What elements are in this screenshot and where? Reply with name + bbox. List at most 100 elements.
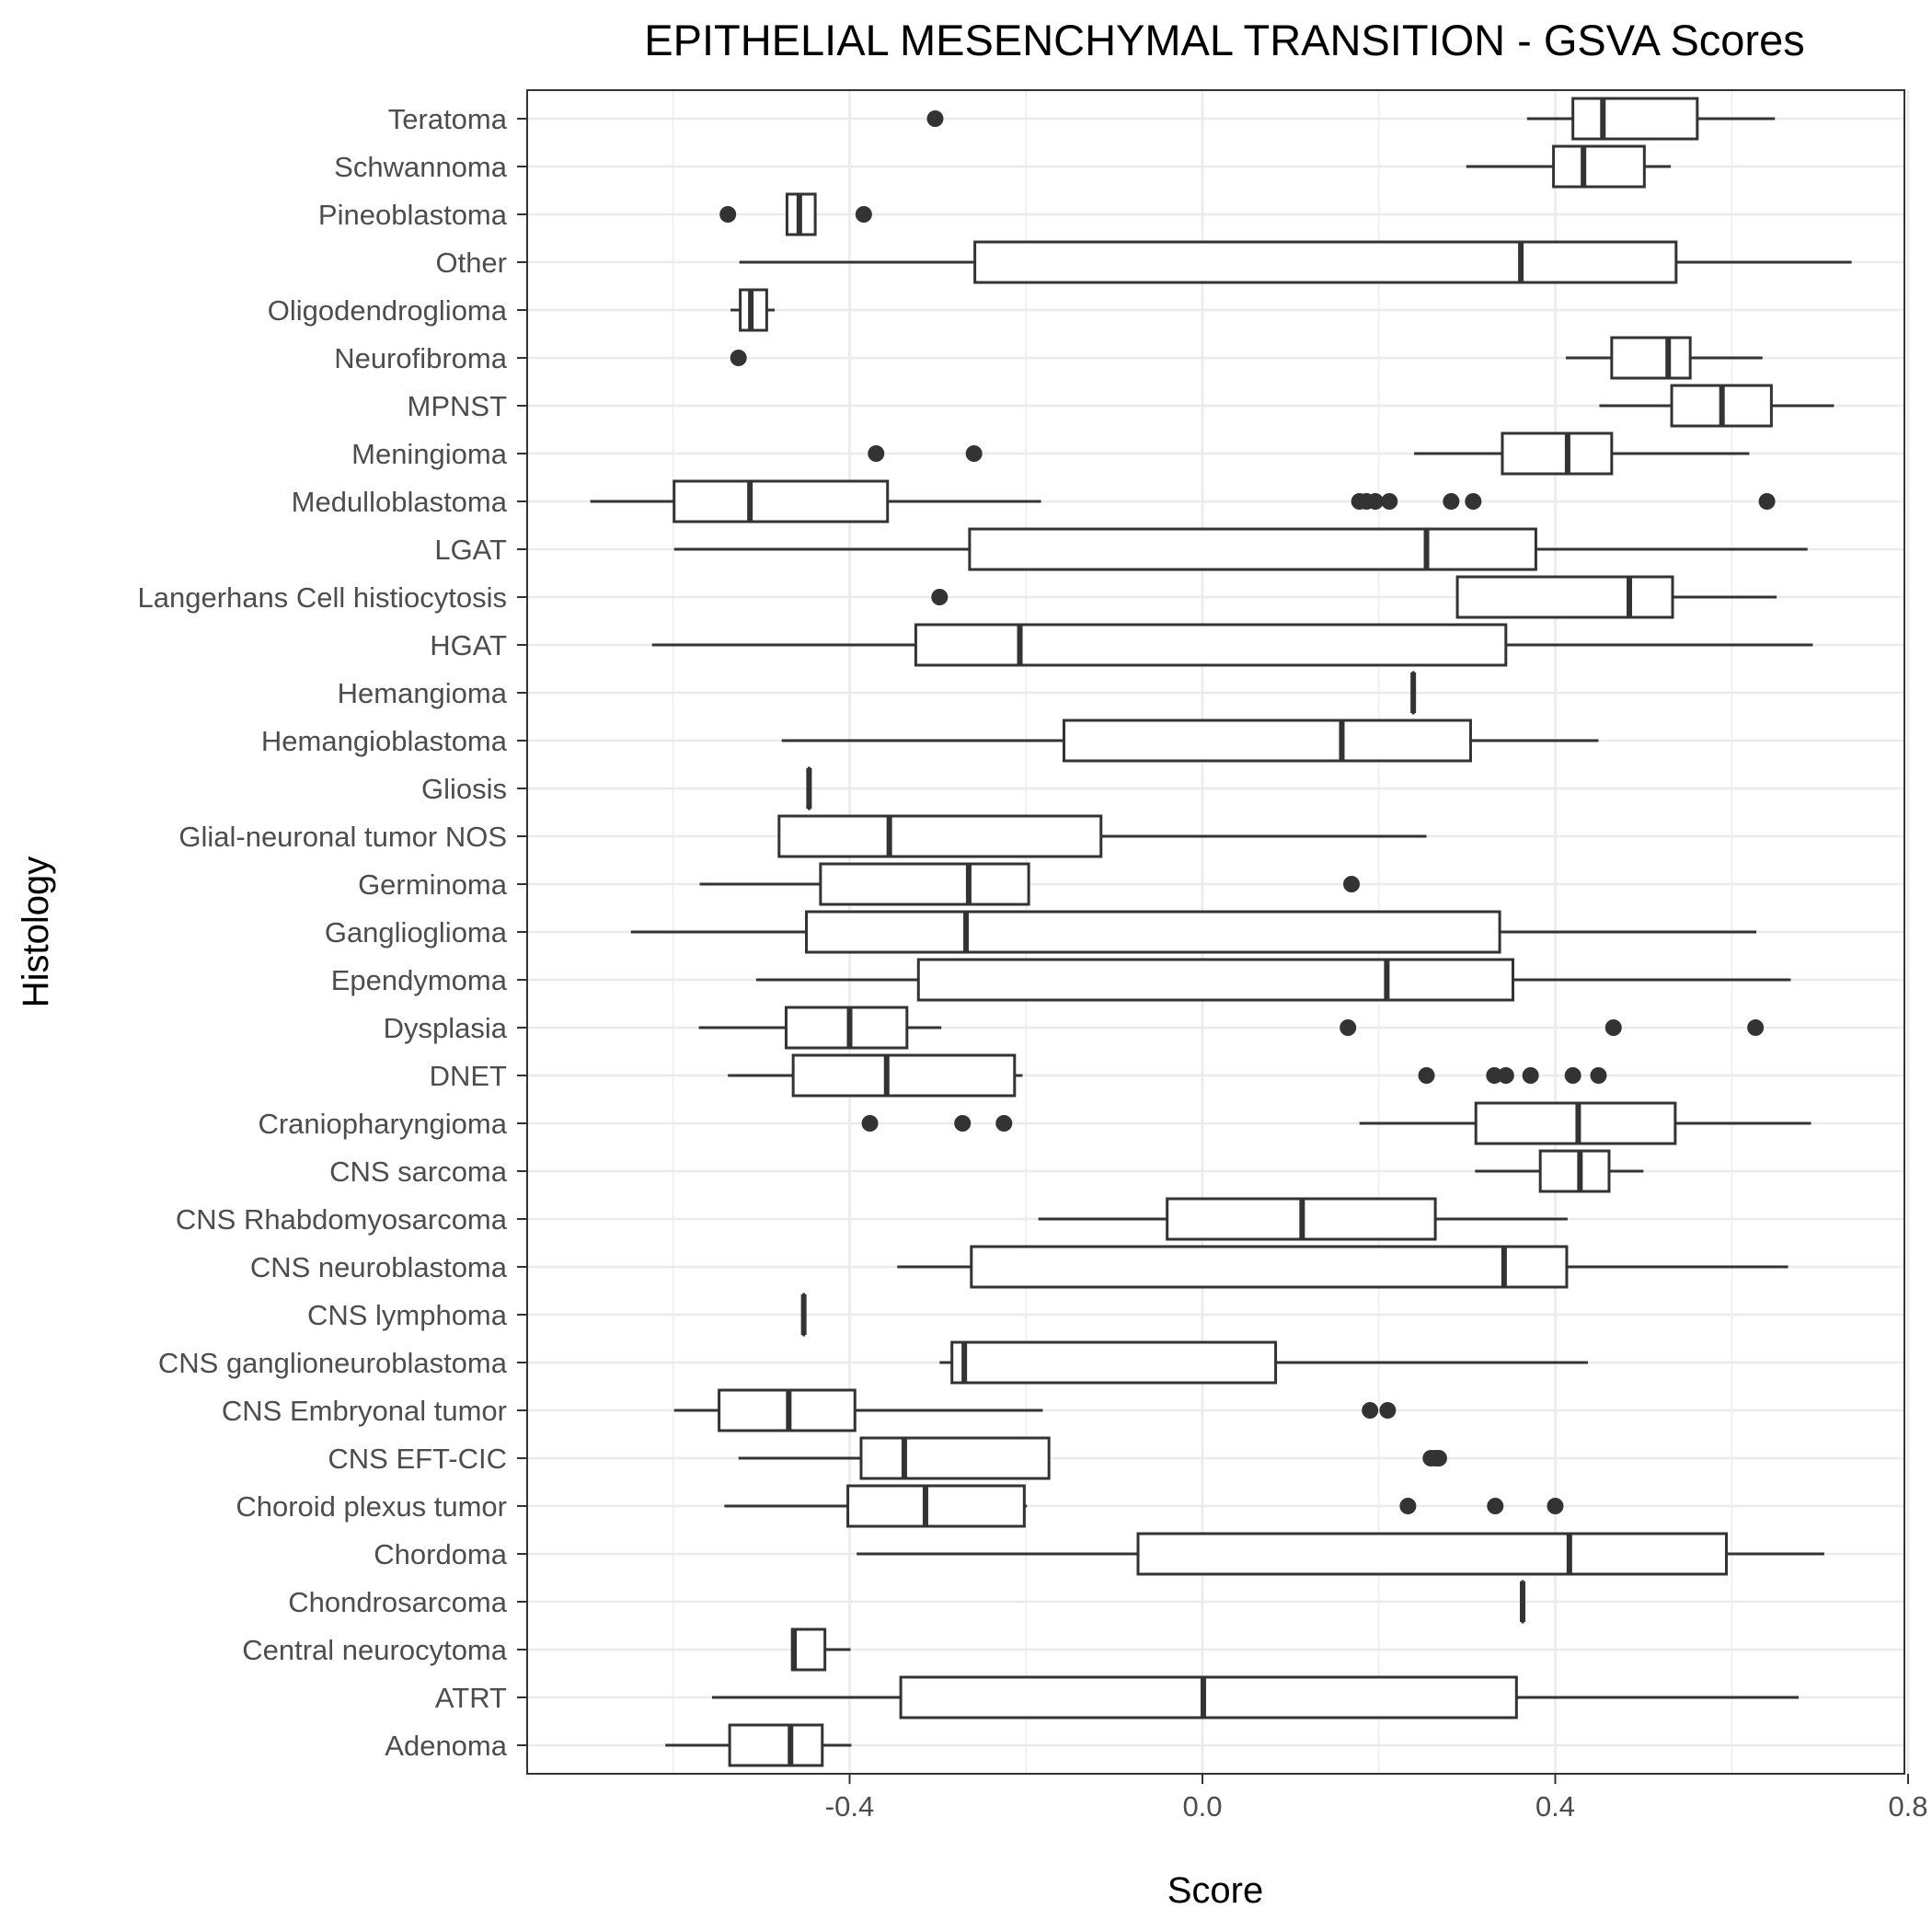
- outlier-point: [1497, 1067, 1514, 1084]
- y-axis-title: Histology: [16, 857, 56, 1008]
- y-tick-label: Oligodendroglioma: [268, 294, 508, 327]
- iqr-box: [805, 910, 1501, 954]
- y-tick-label: Other: [435, 247, 507, 279]
- box-mpnst: [1599, 384, 1834, 428]
- iqr-box: [1501, 431, 1614, 476]
- box-lgat: [673, 527, 1808, 571]
- box-cns-eft-cic: [738, 1436, 1447, 1480]
- y-tick-label: DNET: [430, 1060, 507, 1092]
- box-atrt: [711, 1675, 1800, 1719]
- iqr-box: [968, 527, 1537, 571]
- outlier-point: [926, 110, 944, 127]
- y-tick-label: Chordoma: [374, 1538, 507, 1570]
- iqr-box: [728, 1723, 824, 1767]
- box-hgat: [651, 623, 1813, 667]
- y-tick-label: CNS neuroblastoma: [250, 1251, 508, 1283]
- x-axis: -0.4 0.0 0.4 0.8: [825, 1774, 1928, 1823]
- outlier-point: [1758, 493, 1776, 510]
- y-tick-label: Hemangioblastoma: [261, 725, 508, 757]
- y-tick-label: Pineoblastoma: [318, 199, 508, 231]
- outlier-point: [965, 445, 983, 462]
- box-chordoma: [857, 1532, 1824, 1576]
- iqr-box: [859, 1436, 1051, 1480]
- outlier-point: [931, 589, 949, 605]
- y-tick-label: Medulloblastoma: [292, 486, 508, 518]
- box-central-neurocytoma: [790, 1627, 851, 1672]
- box-ganglioglioma: [630, 910, 1757, 954]
- y-tick-label: Gliosis: [421, 773, 507, 805]
- y-tick-label: Adenoma: [385, 1730, 507, 1762]
- iqr-box: [1610, 336, 1692, 380]
- outlier-point: [1399, 1498, 1417, 1514]
- outlier-point: [1486, 1067, 1503, 1084]
- iqr-box: [784, 1006, 909, 1050]
- box-cns-rhabdomyosarcoma: [1038, 1197, 1568, 1241]
- outlier-point: [868, 445, 885, 462]
- y-tick-label: CNS ganglioneuroblastoma: [158, 1347, 508, 1379]
- y-tick-label: Meningioma: [351, 438, 508, 470]
- y-tick-label: CNS sarcoma: [329, 1156, 508, 1188]
- box-meningioma: [868, 431, 1750, 476]
- box-choroid-plexus-tumor: [724, 1484, 1564, 1528]
- box-medulloblastoma: [590, 479, 1776, 523]
- box-other: [739, 240, 1852, 284]
- box-cns-sarcoma: [1475, 1149, 1644, 1193]
- y-tick-label: Germinoma: [358, 868, 508, 901]
- outlier-point: [1340, 1019, 1357, 1036]
- x-tick-label: -0.4: [825, 1790, 874, 1823]
- outlier-point: [1564, 1067, 1581, 1084]
- box-langerhans-cell-histiocytosis: [931, 575, 1777, 619]
- outlier-point: [730, 350, 747, 366]
- y-tick-label: Glial-neuronal tumor NOS: [178, 821, 507, 853]
- y-tick-label: CNS Rhabdomyosarcoma: [176, 1203, 508, 1236]
- iqr-box: [846, 1484, 1026, 1528]
- box-pineoblastoma: [719, 192, 872, 236]
- box-cns-embryonal-tumor: [673, 1388, 1397, 1432]
- x-tick-label: 0.8: [1888, 1790, 1927, 1823]
- box-dysplasia: [698, 1006, 1765, 1050]
- box-ependymoma: [755, 958, 1791, 1002]
- box-glial-neuronal-tumor-nos: [777, 814, 1427, 858]
- iqr-box: [1571, 97, 1699, 141]
- outlier-point: [954, 1115, 972, 1132]
- outlier-point: [1418, 1067, 1435, 1084]
- box-dnet: [728, 1053, 1607, 1098]
- y-tick-label: Langerhans Cell histiocytosis: [138, 581, 508, 614]
- y-tick-label: LGAT: [434, 534, 507, 566]
- y-tick-label: Central neurocytoma: [242, 1634, 508, 1666]
- box-oligodendroglioma: [730, 288, 776, 332]
- outlier-point: [1547, 1498, 1564, 1514]
- box-hemangioblastoma: [781, 719, 1599, 763]
- outlier-point: [1379, 1402, 1397, 1419]
- box-schwannoma: [1466, 144, 1672, 189]
- y-tick-label: CNS lymphoma: [307, 1299, 508, 1331]
- outlier-point: [1487, 1498, 1504, 1514]
- y-tick-label: HGAT: [430, 629, 507, 661]
- outlier-point: [1590, 1067, 1607, 1084]
- iqr-box: [1136, 1532, 1728, 1576]
- y-tick-label: Schwannoma: [334, 151, 508, 183]
- outlier-point: [1465, 493, 1482, 510]
- outlier-point: [861, 1115, 879, 1132]
- y-tick-label: Teratoma: [388, 103, 508, 135]
- boxes-layer: [590, 97, 1852, 1767]
- y-tick-label: Choroid plexus tumor: [236, 1490, 507, 1523]
- y-axis: Adenoma ATRT Central neurocytoma Chondrosar…: [138, 103, 527, 1762]
- iqr-box: [916, 958, 1514, 1002]
- outlier-point: [855, 206, 872, 223]
- iqr-box: [673, 479, 890, 523]
- outlier-point: [995, 1115, 1013, 1132]
- iqr-box: [899, 1675, 1518, 1719]
- box-craniopharyngioma: [861, 1101, 1811, 1145]
- box-teratoma: [926, 97, 1776, 141]
- y-tick-label: Neurofibroma: [334, 342, 508, 374]
- iqr-box: [970, 1245, 1569, 1289]
- outlier-point: [719, 206, 737, 223]
- outlier-point: [1343, 876, 1361, 892]
- outlier-point: [1604, 1019, 1622, 1036]
- iqr-box: [1062, 719, 1472, 763]
- iqr-box: [1538, 1149, 1611, 1193]
- iqr-box: [790, 1627, 827, 1672]
- y-tick-label: Hemangioma: [338, 677, 508, 709]
- y-tick-label: Dysplasia: [384, 1012, 508, 1044]
